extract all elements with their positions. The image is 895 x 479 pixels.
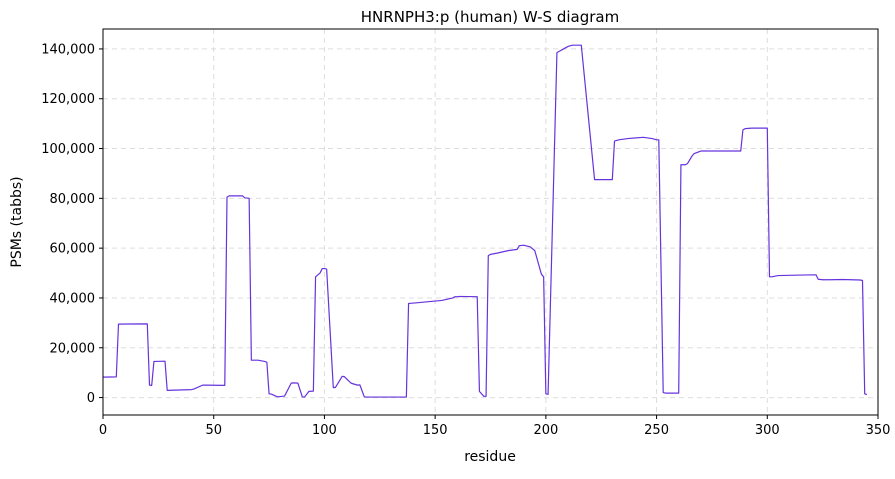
ticks: 0 50 100 150 200 250 300 350 0 20,000 40,000 60,000… xyxy=(41,42,890,438)
x-tick-label: 100 xyxy=(312,423,337,438)
x-tick-label: 0 xyxy=(99,423,107,438)
series-layer xyxy=(102,44,868,398)
series-line xyxy=(102,44,868,398)
grid-lines xyxy=(102,29,879,415)
y-tick-label: 120,000 xyxy=(41,92,95,107)
y-tick-label: 140,000 xyxy=(41,42,95,57)
y-tick-label: 80,000 xyxy=(50,192,96,207)
x-tick-label: 350 xyxy=(866,423,891,438)
y-tick-label: 0 xyxy=(87,391,95,406)
x-axis-label: residue xyxy=(464,449,516,465)
plot-frame xyxy=(102,28,879,416)
chart-title: HNRNPH3:p (human) W-S diagram xyxy=(361,8,619,26)
x-tick-label: 250 xyxy=(644,423,669,438)
y-axis-label: PSMs (tabbs) xyxy=(9,176,25,267)
y-tick-label: 60,000 xyxy=(50,242,96,257)
y-tick-label: 40,000 xyxy=(50,291,96,306)
y-tick-label: 20,000 xyxy=(50,341,96,356)
x-tick-label: 300 xyxy=(755,423,780,438)
x-tick-label: 200 xyxy=(533,423,558,438)
y-tick-label: 100,000 xyxy=(41,142,95,157)
x-tick-label: 150 xyxy=(423,423,448,438)
x-tick-label: 50 xyxy=(205,423,222,438)
